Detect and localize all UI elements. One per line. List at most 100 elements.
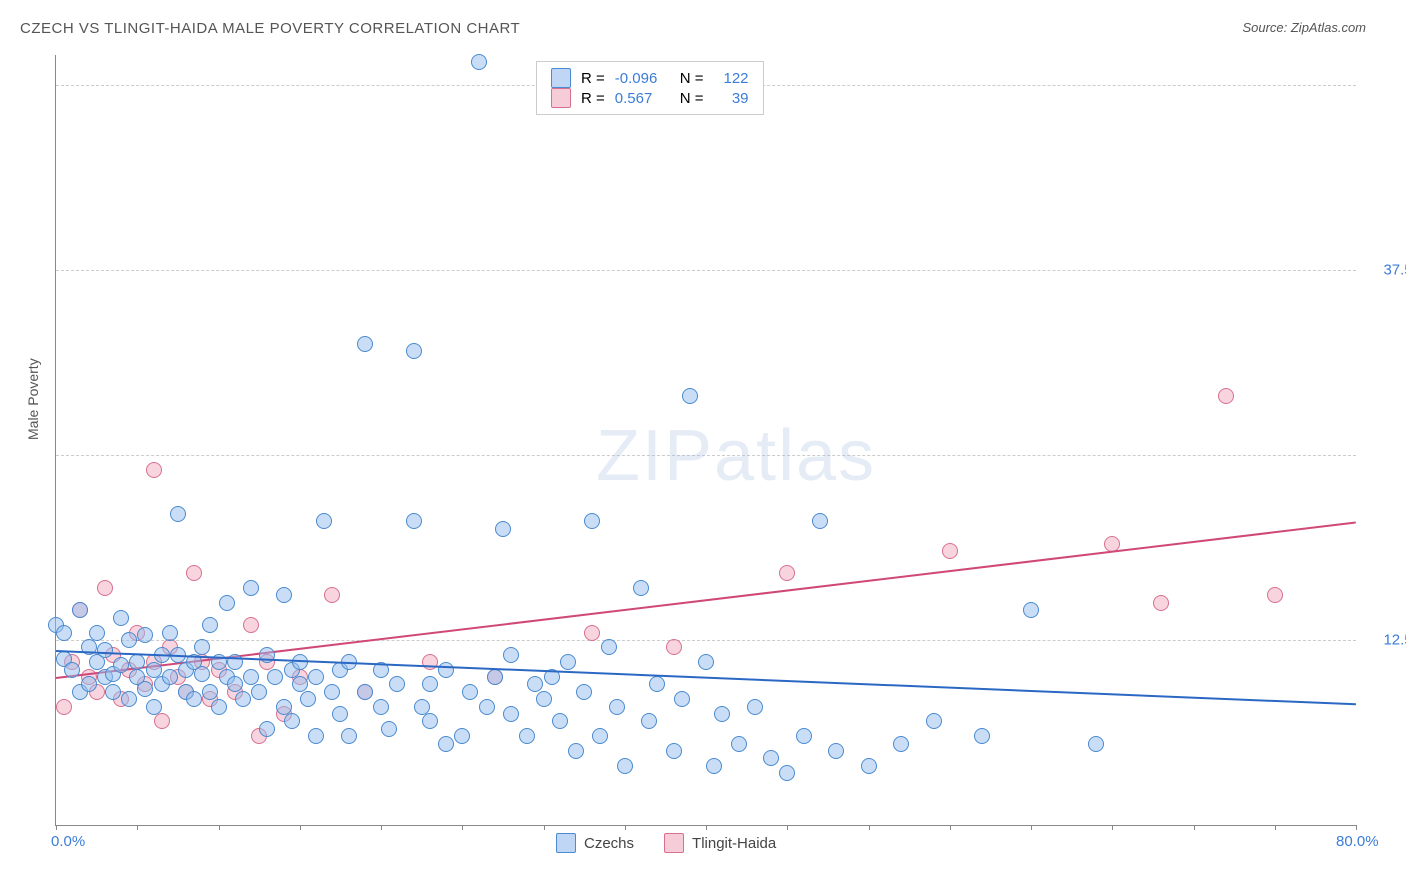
- y-tick-label: 37.5%: [1383, 261, 1406, 278]
- scatter-point: [1267, 587, 1283, 603]
- r-value: 0.567: [615, 90, 670, 107]
- legend-label: Czechs: [584, 835, 634, 852]
- x-tick: [787, 825, 788, 830]
- scatter-point: [926, 713, 942, 729]
- scatter-point: [1153, 595, 1169, 611]
- grid-line: [56, 270, 1356, 271]
- scatter-point: [186, 691, 202, 707]
- scatter-point: [666, 639, 682, 655]
- scatter-point: [186, 565, 202, 581]
- scatter-point: [146, 699, 162, 715]
- scatter-point: [495, 521, 511, 537]
- x-tick: [219, 825, 220, 830]
- scatter-point: [674, 691, 690, 707]
- x-tick: [1356, 825, 1357, 830]
- legend-swatch: [664, 833, 684, 853]
- scatter-point: [584, 513, 600, 529]
- scatter-point: [714, 706, 730, 722]
- scatter-point: [576, 684, 592, 700]
- scatter-point: [828, 743, 844, 759]
- legend-item: Czechs: [556, 833, 634, 853]
- scatter-point: [243, 580, 259, 596]
- scatter-point: [284, 713, 300, 729]
- scatter-point: [300, 691, 316, 707]
- scatter-point: [276, 587, 292, 603]
- scatter-point: [414, 699, 430, 715]
- scatter-point: [406, 343, 422, 359]
- x-tick: [544, 825, 545, 830]
- scatter-point: [81, 676, 97, 692]
- scatter-point: [72, 602, 88, 618]
- x-tick: [1275, 825, 1276, 830]
- scatter-point: [259, 721, 275, 737]
- scatter-point: [332, 706, 348, 722]
- scatter-point: [422, 676, 438, 692]
- scatter-point: [105, 684, 121, 700]
- scatter-point: [389, 676, 405, 692]
- legend-row: R =-0.096N =122: [551, 68, 749, 88]
- legend-swatch: [556, 833, 576, 853]
- scatter-point: [97, 642, 113, 658]
- scatter-point: [154, 713, 170, 729]
- x-tick: [1194, 825, 1195, 830]
- scatter-point: [438, 736, 454, 752]
- scatter-point: [731, 736, 747, 752]
- scatter-point: [308, 669, 324, 685]
- legend-series: Czechs Tlingit-Haida: [556, 833, 776, 853]
- scatter-point: [219, 595, 235, 611]
- x-tick-label: 0.0%: [51, 833, 85, 850]
- scatter-point: [121, 632, 137, 648]
- scatter-point: [341, 728, 357, 744]
- x-tick-label: 80.0%: [1336, 833, 1379, 850]
- x-tick: [462, 825, 463, 830]
- scatter-point: [536, 691, 552, 707]
- scatter-point: [462, 684, 478, 700]
- scatter-point: [56, 699, 72, 715]
- legend-stats: R =-0.096N =122R =0.567N =39: [536, 61, 764, 115]
- scatter-point: [324, 684, 340, 700]
- scatter-point: [113, 610, 129, 626]
- scatter-point: [568, 743, 584, 759]
- scatter-point: [406, 513, 422, 529]
- scatter-point: [357, 684, 373, 700]
- scatter-point: [1218, 388, 1234, 404]
- grid-line: [56, 640, 1356, 641]
- scatter-point: [373, 699, 389, 715]
- legend-label: Tlingit-Haida: [692, 835, 776, 852]
- scatter-point: [974, 728, 990, 744]
- scatter-point: [357, 336, 373, 352]
- scatter-point: [146, 462, 162, 478]
- source-label: Source: ZipAtlas.com: [1242, 20, 1366, 35]
- x-tick: [300, 825, 301, 830]
- legend-row: R =0.567N =39: [551, 88, 749, 108]
- scatter-point: [682, 388, 698, 404]
- scatter-point: [194, 639, 210, 655]
- grid-line: [56, 455, 1356, 456]
- n-value: 122: [714, 70, 749, 87]
- scatter-point: [763, 750, 779, 766]
- scatter-point: [89, 625, 105, 641]
- scatter-point: [324, 587, 340, 603]
- y-axis-label: Male Poverty: [25, 358, 41, 440]
- scatter-point: [503, 647, 519, 663]
- scatter-point: [243, 617, 259, 633]
- scatter-point: [1088, 736, 1104, 752]
- scatter-point: [194, 666, 210, 682]
- scatter-point: [56, 625, 72, 641]
- x-tick: [950, 825, 951, 830]
- scatter-point: [796, 728, 812, 744]
- scatter-point: [381, 721, 397, 737]
- scatter-point: [552, 713, 568, 729]
- scatter-point: [422, 654, 438, 670]
- scatter-point: [292, 676, 308, 692]
- n-value: 39: [714, 90, 749, 107]
- r-value: -0.096: [615, 70, 670, 87]
- scatter-point: [113, 657, 129, 673]
- scatter-point: [308, 728, 324, 744]
- scatter-point: [893, 736, 909, 752]
- legend-item: Tlingit-Haida: [664, 833, 776, 853]
- scatter-point: [487, 669, 503, 685]
- scatter-point: [243, 669, 259, 685]
- scatter-point: [942, 543, 958, 559]
- scatter-point: [666, 743, 682, 759]
